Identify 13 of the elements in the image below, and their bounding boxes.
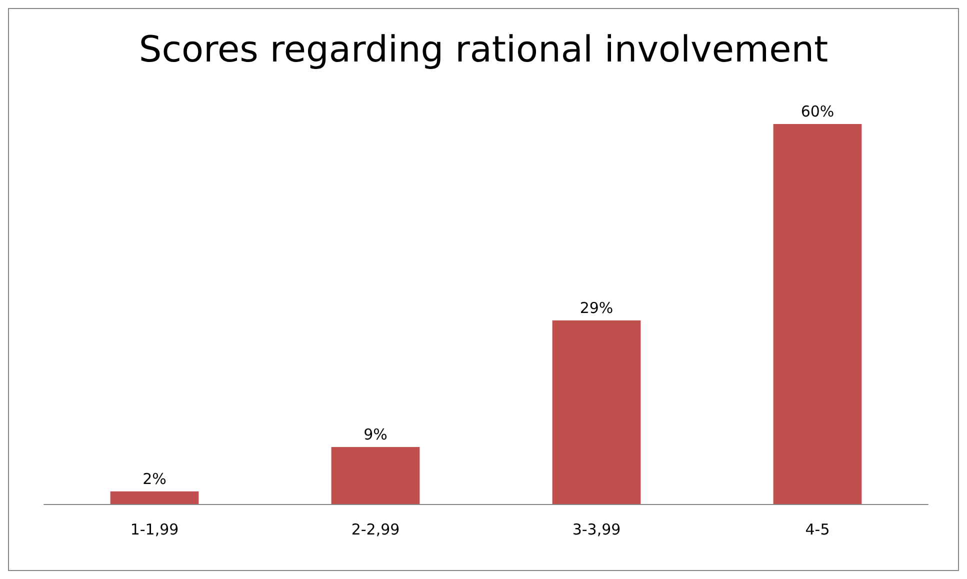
bar <box>331 447 420 504</box>
x-tick-label: 3-3,99 <box>572 520 621 538</box>
bar <box>552 320 641 504</box>
x-tick-label: 2-2,99 <box>351 520 400 538</box>
x-tick-label: 1-1,99 <box>130 520 179 538</box>
chart-title: Scores regarding rational involvement <box>138 30 828 70</box>
data-label: 2% <box>142 470 166 488</box>
data-label: 29% <box>580 298 614 317</box>
data-label: 60% <box>800 102 834 120</box>
bar <box>110 491 199 504</box>
x-tick-label: 4-5 <box>805 520 830 538</box>
bar <box>773 124 862 504</box>
data-label: 9% <box>364 426 388 444</box>
